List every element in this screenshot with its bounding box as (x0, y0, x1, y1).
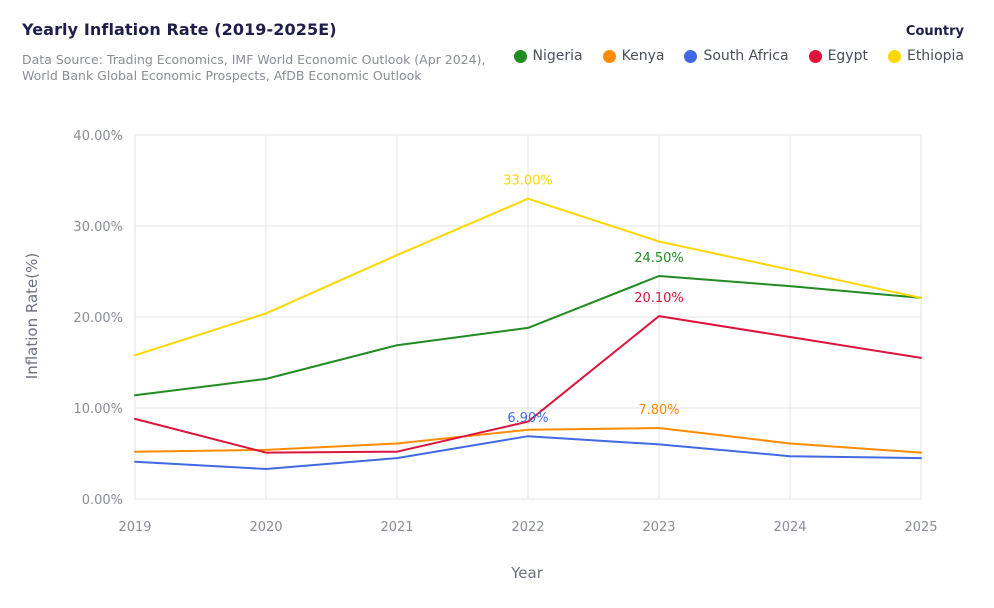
y-tick-label: 10.00% (73, 402, 123, 417)
series-line-south-africa (134, 435, 922, 470)
series-line-nigeria (134, 275, 922, 397)
legend: Nigeria Kenya South Africa Egypt Ethiopia (513, 48, 964, 64)
legend-label: South Africa (703, 48, 789, 64)
legend-item-nigeria[interactable]: Nigeria (513, 48, 583, 64)
legend-label: Kenya (621, 48, 665, 64)
chart-subtitle: Data Source: Trading Economics, IMF Worl… (22, 52, 486, 83)
grid (134, 134, 922, 500)
data-label-kenya: 7.80% (638, 403, 679, 418)
data-label-south-africa: 6.90% (507, 411, 548, 426)
data-label-nigeria: 24.50% (634, 251, 684, 266)
y-tick-label: 30.00% (73, 220, 123, 235)
series-line-kenya (134, 427, 922, 454)
data-labels: 24.50% 7.80% 6.90% 20.10% 33.00% (503, 174, 684, 427)
chart-title: Yearly Inflation Rate (2019-2025E) (22, 20, 337, 39)
series-line-ethiopia (134, 197, 922, 357)
legend-marker (602, 49, 616, 63)
legend-marker (513, 49, 527, 63)
legend-item-kenya[interactable]: Kenya (602, 48, 665, 64)
legend-item-egypt[interactable]: Egypt (808, 48, 868, 64)
y-tick-label: 20.00% (73, 311, 123, 326)
x-tick-label: 2024 (773, 520, 806, 535)
x-tick-label: 2023 (642, 520, 675, 535)
x-tick-label: 2021 (380, 520, 413, 535)
legend-label: Nigeria (532, 48, 583, 64)
axes: 0.00% 10.00% 20.00% 30.00% 40.00% 2019 2020 202… (23, 129, 938, 582)
data-label-egypt: 20.10% (634, 291, 684, 306)
y-axis-label: Inflation Rate(%) (23, 253, 41, 379)
legend-label: Ethiopia (906, 48, 964, 64)
y-tick-label: 40.00% (73, 129, 123, 144)
legend-label: Egypt (827, 48, 868, 64)
legend-marker (808, 49, 822, 63)
legend-title: Country (905, 24, 964, 39)
x-axis-label: Year (510, 564, 544, 582)
series-line-egypt (134, 315, 922, 454)
x-tick-label: 2020 (249, 520, 282, 535)
legend-item-south-africa[interactable]: South Africa (684, 48, 789, 64)
y-tick-label: 0.00% (82, 493, 123, 508)
legend-marker (684, 49, 698, 63)
data-label-ethiopia: 33.00% (503, 174, 553, 189)
legend-marker (887, 49, 901, 63)
x-tick-label: 2019 (118, 520, 151, 535)
x-tick-label: 2022 (511, 520, 544, 535)
x-tick-label: 2025 (904, 520, 937, 535)
legend-item-ethiopia[interactable]: Ethiopia (887, 48, 964, 64)
series-lines (134, 197, 922, 470)
